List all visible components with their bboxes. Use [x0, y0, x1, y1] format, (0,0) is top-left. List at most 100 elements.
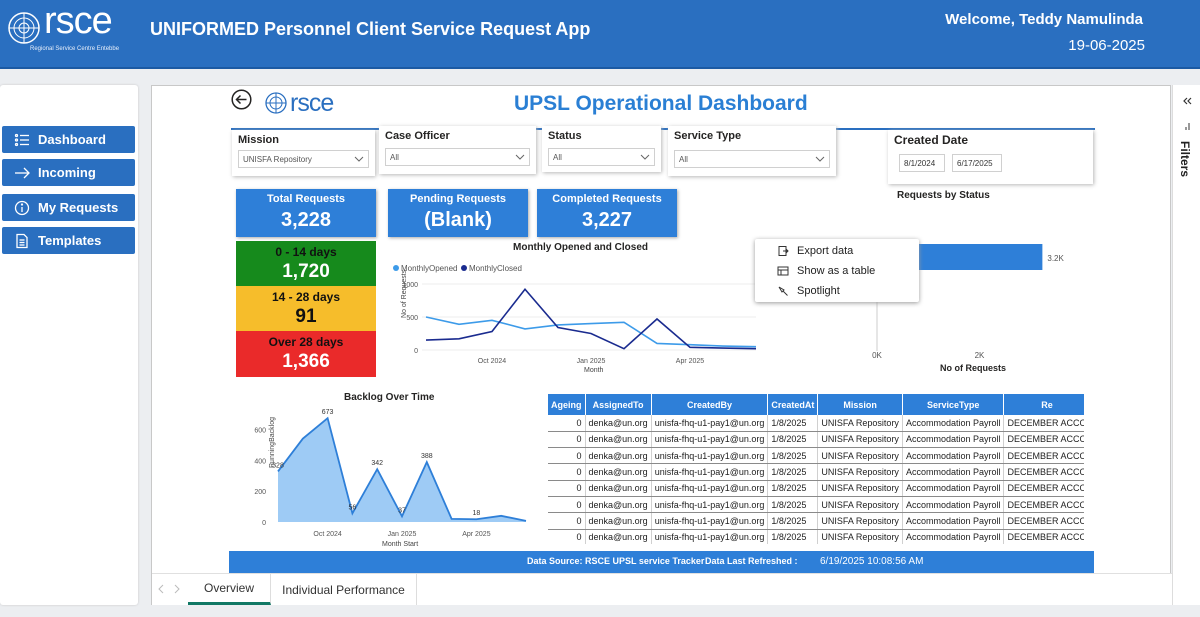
table-row[interactable]: 0 denka@un.org unisfa-fhq-u1-pay1@un.org 1/… — [548, 431, 1084, 449]
col-re-header[interactable]: Re — [1003, 394, 1084, 415]
col-mission-header[interactable]: Mission — [817, 394, 903, 415]
data-source-bar: Data Source: RSCE UPSL service Tracker D… — [229, 551, 1094, 573]
area-data-label: 342 — [371, 460, 383, 467]
table-cell: unisfa-fhq-u1-pay1@un.org — [651, 480, 769, 497]
table-cell: denka@un.org — [585, 431, 652, 449]
table-cell: 1/8/2025 — [767, 496, 819, 514]
table-row[interactable]: 0 denka@un.org unisfa-fhq-u1-pay1@un.org 1/… — [548, 512, 1084, 530]
table-cell: 0 — [548, 431, 586, 449]
ageing-14-28-value: 91 — [295, 306, 317, 327]
chevron-down-icon — [640, 154, 650, 160]
backlog-over-time-chart[interactable]: RunningBacklog Month Start 0 200 400 600 328… — [236, 406, 536, 551]
info-icon — [14, 200, 30, 215]
table-cell: unisfa-fhq-u1-pay1@un.org — [651, 529, 769, 544]
table-row[interactable]: 0 denka@un.org unisfa-fhq-u1-pay1@un.org 1/… — [548, 529, 1084, 544]
ageing-0-14-card: 0 - 14 days 1,720 — [236, 241, 376, 286]
table-cell: denka@un.org — [585, 529, 652, 544]
last-refreshed-label: Data Last Refreshed : — [705, 556, 798, 566]
case-officer-dropdown[interactable]: All — [385, 148, 530, 166]
y-tick-label: 600 — [254, 427, 266, 434]
table-cell: Accommodation Payroll — [902, 447, 1005, 465]
x-tick-label: Jan 2025 — [577, 358, 606, 365]
x-tick-label: Oct 2024 — [313, 531, 342, 538]
ageing-over-28-value: 1,366 — [282, 351, 330, 372]
table-cell: DECEMBER ACCO — [1003, 431, 1084, 449]
requests-table[interactable]: Ageing AssignedTo CreatedBy CreatedAt Mi… — [548, 394, 1084, 544]
x-tick-label: Apr 2025 — [462, 531, 491, 538]
col-createdby-header[interactable]: CreatedBy — [651, 394, 769, 415]
series-line-MonthlyOpened — [425, 316, 757, 348]
table-cell: UNISFA Repository — [817, 415, 903, 432]
y-tick-label: 0 — [262, 520, 266, 527]
status-dropdown[interactable]: All — [548, 148, 655, 166]
x-tick-label: 2K — [975, 351, 985, 360]
table-cell: 0 — [548, 447, 586, 465]
report-canvas: rsce UPSL Operational Dashboard Mission … — [152, 86, 1172, 573]
table-cell: unisfa-fhq-u1-pay1@un.org — [651, 463, 769, 481]
mission-slicer: Mission UNISFA Repository — [232, 130, 375, 176]
col-createdat-header[interactable]: CreatedAt — [767, 394, 819, 415]
bar-data-label: 3.2K — [1047, 254, 1064, 263]
case-officer-dropdown-value: All — [390, 153, 399, 162]
date-to-field[interactable]: 6/17/2025 — [952, 154, 1002, 172]
tab-overview[interactable]: Overview — [188, 574, 271, 605]
nav-my-requests-button[interactable]: My Requests — [2, 194, 135, 221]
service-type-dropdown[interactable]: All — [674, 150, 830, 168]
nav-templates-label: Templates — [38, 233, 102, 248]
app-title: UNIFORMED Personnel Client Service Reque… — [150, 19, 591, 39]
service-type-slicer-label: Service Type — [674, 130, 742, 142]
table-row[interactable]: 0 denka@un.org unisfa-fhq-u1-pay1@un.org 1/… — [548, 480, 1084, 497]
spotlight-menu-item[interactable]: Spotlight — [755, 281, 919, 301]
table-cell: UNISFA Repository — [817, 463, 903, 481]
table-row[interactable]: 0 denka@un.org unisfa-fhq-u1-pay1@un.org 1/… — [548, 415, 1084, 432]
export-icon — [778, 246, 789, 256]
col-assigned-header[interactable]: AssignedTo — [585, 394, 652, 415]
table-cell: DECEMBER ACCO — [1003, 496, 1084, 514]
nav-templates-button[interactable]: Templates — [2, 227, 135, 254]
table-cell: denka@un.org — [585, 512, 652, 530]
table-cell: UNISFA Repository — [817, 480, 903, 497]
table-cell: Accommodation Payroll — [902, 529, 1005, 544]
area-data-label: 388 — [421, 453, 433, 460]
total-requests-card: Total Requests 3,228 — [236, 189, 376, 237]
show-as-table-menu-item[interactable]: Show as a table — [755, 261, 919, 281]
tab-individual-performance[interactable]: Individual Performance — [271, 574, 417, 605]
logo-text: rsce — [44, 0, 113, 42]
nav-incoming-button[interactable]: Incoming — [2, 159, 135, 186]
chevron-right-icon[interactable] — [172, 582, 182, 596]
completed-requests-card: Completed Requests 3,227 — [537, 189, 677, 237]
table-cell: Accommodation Payroll — [902, 415, 1005, 432]
table-cell: 0 — [548, 415, 586, 432]
date-from-field[interactable]: 8/1/2024 — [899, 154, 945, 172]
y-tick-label: 400 — [254, 458, 266, 465]
table-cell: unisfa-fhq-u1-pay1@un.org — [651, 496, 769, 514]
nav-dashboard-button[interactable]: Dashboard — [2, 126, 135, 153]
dashboard-title: UPSL Operational Dashboard — [514, 92, 808, 115]
col-servicetype-header[interactable]: ServiceType — [902, 394, 1005, 415]
mission-dropdown[interactable]: UNISFA Repository — [238, 150, 369, 168]
line-chart-ylabel: No of Requests — [401, 269, 408, 318]
table-row[interactable]: 0 denka@un.org unisfa-fhq-u1-pay1@un.org 1/… — [548, 463, 1084, 481]
monthly-opened-closed-chart[interactable]: MonthlyOpened MonthlyClosed No of Reques… — [388, 256, 768, 376]
export-data-label: Export data — [797, 245, 854, 257]
back-arrow-icon[interactable] — [231, 89, 252, 110]
legend-opened-label: MonthlyOpened — [401, 264, 457, 273]
chevron-down-icon — [515, 154, 525, 160]
requests-table-grid: Ageing AssignedTo CreatedBy CreatedAt Mi… — [548, 394, 1084, 544]
bar-chart-xlabel: No of Requests — [940, 363, 1006, 373]
table-cell: Accommodation Payroll — [902, 463, 1005, 481]
export-data-menu-item[interactable]: Export data — [755, 241, 919, 261]
col-ageing-header[interactable]: Ageing — [548, 394, 586, 415]
table-cell: DECEMBER ACCO — [1003, 447, 1084, 465]
un-emblem-icon — [265, 92, 287, 114]
table-cell: denka@un.org — [585, 415, 652, 432]
chevron-left-icon[interactable] — [156, 582, 166, 596]
table-row[interactable]: 0 denka@un.org unisfa-fhq-u1-pay1@un.org 1/… — [548, 447, 1084, 465]
status-chart-title: Requests by Status — [897, 190, 990, 201]
table-cell: 1/8/2025 — [767, 529, 819, 544]
table-row[interactable]: 0 denka@un.org unisfa-fhq-u1-pay1@un.org 1/… — [548, 496, 1084, 514]
area-chart-xlabel: Month Start — [382, 541, 418, 548]
collapse-double-chevron-icon[interactable] — [1182, 96, 1192, 106]
filters-pane[interactable]: Filters — [1172, 85, 1200, 605]
area-chart-ylabel: RunningBacklog — [269, 417, 276, 468]
